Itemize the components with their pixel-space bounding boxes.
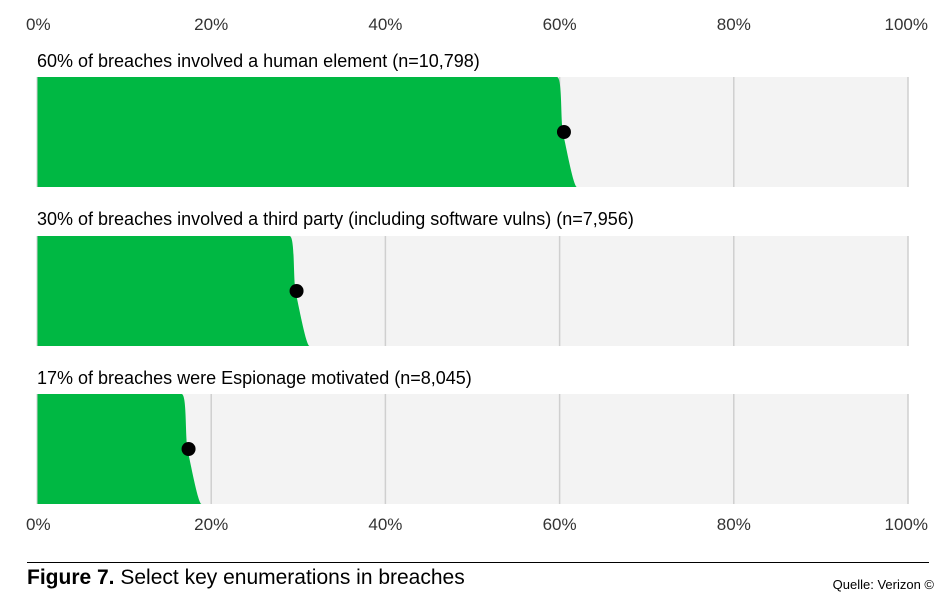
panel-title: 17% of breaches were Espionage motivated…	[37, 368, 472, 388]
chart-panels: 60% of breaches involved a human element…	[36, 51, 909, 504]
bar	[37, 77, 577, 187]
bottom-axis: 0% 20% 40% 60% 80% 100%	[26, 515, 928, 534]
bottom-axis-tick-label: 100%	[885, 515, 928, 534]
top-axis: 0% 20% 40% 60% 80% 100%	[26, 15, 928, 34]
panel: 30% of breaches involved a third party (…	[36, 209, 909, 346]
point-estimate-dot	[289, 284, 304, 298]
bottom-axis-tick-label: 40%	[368, 515, 402, 534]
figure-caption: Figure 7. Select key enumerations in bre…	[27, 566, 465, 590]
bottom-axis-tick-label: 80%	[717, 515, 751, 534]
bottom-axis-tick-label: 0%	[26, 515, 51, 534]
top-axis-tick-label: 60%	[543, 15, 577, 34]
panel-title: 30% of breaches involved a third party (…	[37, 209, 634, 229]
chart: 0% 20% 40% 60% 80% 100% 60% of breaches invol…	[26, 15, 928, 534]
top-axis-tick-label: 40%	[368, 15, 402, 34]
panel: 60% of breaches involved a human element…	[36, 51, 909, 187]
bar	[37, 394, 202, 504]
caption-label: Figure 7.	[27, 566, 115, 589]
bar	[37, 236, 310, 346]
panel-title: 60% of breaches involved a human element…	[37, 51, 480, 71]
point-estimate-dot	[181, 442, 196, 456]
top-axis-tick-label: 0%	[26, 15, 51, 34]
caption-text: Select key enumerations in breaches	[114, 566, 465, 589]
panel: 17% of breaches were Espionage motivated…	[36, 368, 909, 504]
bottom-axis-tick-label: 60%	[543, 515, 577, 534]
bottom-axis-tick-label: 20%	[194, 515, 228, 534]
top-axis-tick-label: 100%	[885, 15, 928, 34]
source-note: Quelle: Verizon ©	[832, 577, 934, 592]
point-estimate-dot	[556, 125, 571, 139]
top-axis-tick-label: 20%	[194, 15, 228, 34]
top-axis-tick-label: 80%	[717, 15, 751, 34]
caption-rule	[27, 562, 929, 563]
